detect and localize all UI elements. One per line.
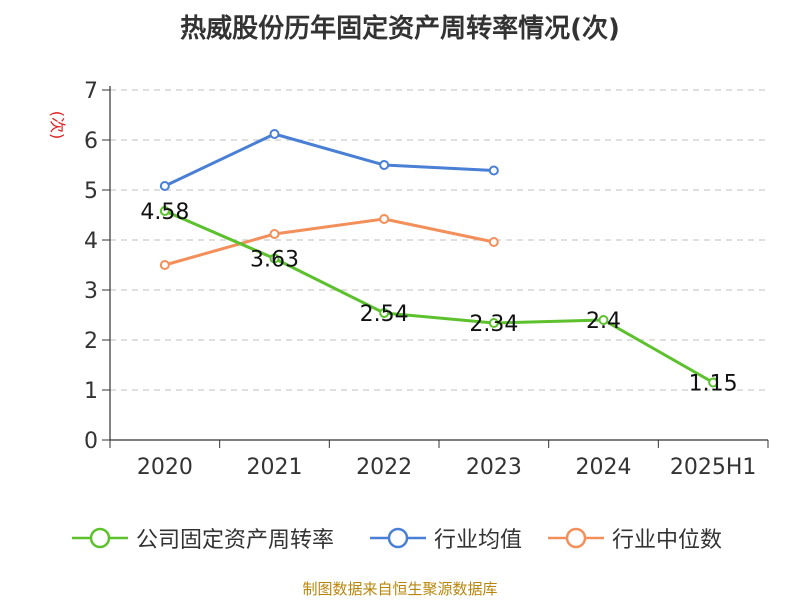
x-tick-label: 2020 <box>137 455 193 480</box>
x-tick-label: 2023 <box>466 455 522 480</box>
y-tick-label: 2 <box>84 329 98 354</box>
data-label: 2.54 <box>360 302 409 327</box>
y-tick-label: 7 <box>84 79 98 104</box>
x-tick-label: 2024 <box>576 455 632 480</box>
data-point <box>488 237 499 247</box>
data-point <box>159 181 170 191</box>
y-tick-label: 6 <box>84 129 98 154</box>
x-tick-label: 2022 <box>356 455 412 480</box>
legend-marker-icon <box>548 527 604 549</box>
data-label: 3.63 <box>250 248 299 273</box>
y-tick-label: 4 <box>84 229 98 254</box>
data-point <box>379 214 390 224</box>
legend-marker-icon <box>72 527 128 549</box>
chart-title: 热威股份历年固定资产周转率情况(次) <box>180 14 620 44</box>
line-chart: 0 1 2 3 4 5 6 7 2020 2021 2022 2023 2024 2025H1 (次) 4.5… <box>48 79 769 480</box>
legend-item: 行业中位数 <box>548 520 722 556</box>
data-point <box>159 260 170 270</box>
data-point <box>488 318 499 328</box>
data-label: 4.58 <box>140 200 189 225</box>
data-point <box>269 253 280 264</box>
legend-label: 公司固定资产周转率 <box>136 528 335 553</box>
series-line <box>164 209 714 384</box>
legend-label: 行业中位数 <box>612 528 723 553</box>
y-tick-label: 0 <box>84 429 98 454</box>
legend-label: 行业均值 <box>434 528 523 553</box>
y-axis-unit-label: (次) <box>48 111 67 140</box>
y-tick-label: 5 <box>84 179 98 204</box>
legend-item: 公司固定资产周转率 <box>72 520 334 556</box>
data-point <box>379 160 390 170</box>
x-tick-label: 2021 <box>247 455 303 480</box>
x-tick-label: 2025H1 <box>670 455 757 480</box>
data-label: 2.34 <box>469 312 518 337</box>
data-point <box>269 129 280 139</box>
y-tick-label: 1 <box>84 379 98 404</box>
data-point <box>269 229 280 239</box>
data-point <box>488 165 499 176</box>
data-point <box>159 206 170 216</box>
legend-marker-icon <box>370 527 426 549</box>
series-line <box>164 217 495 267</box>
data-point <box>598 315 609 325</box>
data-label: 1.15 <box>689 372 738 397</box>
data-point <box>708 377 719 388</box>
data-label: 2.4 <box>586 309 621 334</box>
legend-item: 行业均值 <box>370 520 522 556</box>
data-source-note: 制图数据来自恒生聚源数据库 <box>302 580 498 598</box>
chart-legend: 公司固定资产周转率 行业均值 行业中位数 <box>0 520 800 556</box>
series-line <box>164 132 494 188</box>
y-tick-label: 3 <box>84 279 98 304</box>
data-point <box>379 308 390 318</box>
